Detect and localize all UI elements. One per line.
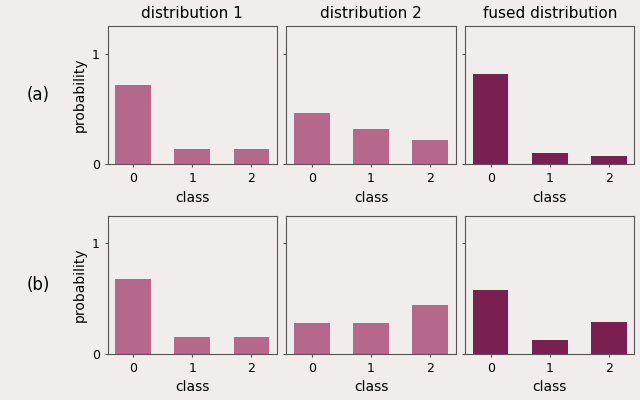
Bar xyxy=(175,149,210,164)
X-axis label: class: class xyxy=(532,380,567,394)
Bar xyxy=(294,114,330,164)
Bar xyxy=(234,336,269,354)
X-axis label: class: class xyxy=(532,191,567,205)
Title: distribution 1: distribution 1 xyxy=(141,6,243,20)
Y-axis label: probability: probability xyxy=(72,58,86,132)
X-axis label: class: class xyxy=(354,191,388,205)
Bar xyxy=(353,129,388,164)
X-axis label: class: class xyxy=(354,380,388,394)
X-axis label: class: class xyxy=(175,380,209,394)
Bar xyxy=(294,323,330,354)
Bar xyxy=(412,306,448,354)
Bar xyxy=(473,74,508,164)
X-axis label: class: class xyxy=(175,191,209,205)
Text: (a): (a) xyxy=(26,86,49,104)
Bar xyxy=(234,149,269,164)
Title: fused distribution: fused distribution xyxy=(483,6,617,20)
Bar xyxy=(532,153,568,164)
Bar xyxy=(591,322,627,354)
Bar xyxy=(115,279,151,354)
Title: distribution 2: distribution 2 xyxy=(320,6,422,20)
Y-axis label: probability: probability xyxy=(72,248,86,322)
Bar xyxy=(115,85,151,164)
Bar xyxy=(473,290,508,354)
Text: (b): (b) xyxy=(26,276,50,294)
Bar xyxy=(175,336,210,354)
Bar xyxy=(532,340,568,354)
Bar xyxy=(353,323,388,354)
Bar xyxy=(412,140,448,164)
Bar xyxy=(591,156,627,164)
